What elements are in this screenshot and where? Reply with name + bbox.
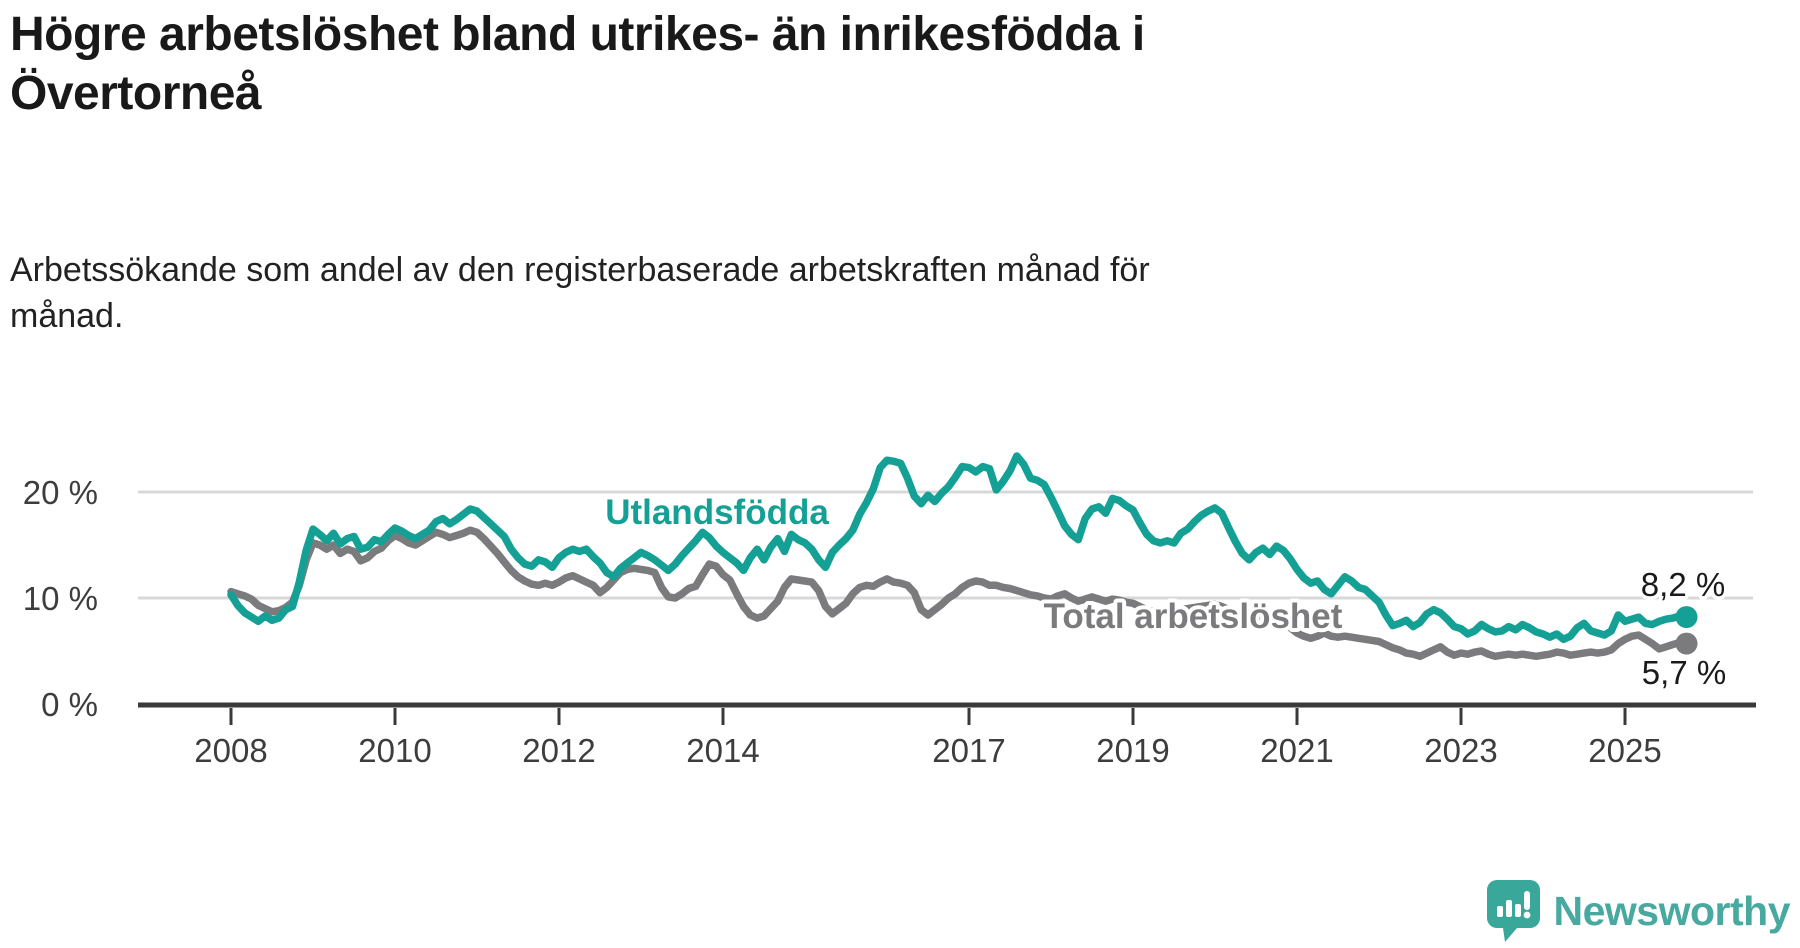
- logo-exclamation-bar: [1523, 891, 1530, 910]
- y-tick-label-10: 10 %: [23, 580, 98, 617]
- series-line-utlandsfodda: [227, 452, 1691, 644]
- y-tick-label-0: 0 %: [41, 686, 98, 723]
- end-dot-utlandsfodda: [1675, 606, 1698, 629]
- x-tick-label-2019: 2019: [1096, 732, 1169, 769]
- x-tick-label-2025: 2025: [1588, 732, 1661, 769]
- newsworthy-logo-icon: [1486, 880, 1540, 942]
- end-value-label-total: 5,7 %: [1642, 654, 1726, 691]
- page-subtitle: Arbetssökande som andel av den registerb…: [10, 251, 1150, 335]
- x-tick-label-2012: 2012: [522, 732, 595, 769]
- page-title: Högre arbetslöshet bland utrikes- än inr…: [10, 8, 1145, 120]
- newsworthy-logo: Newsworthy: [1486, 880, 1791, 942]
- newsworthy-brand-text: Newsworthy: [1553, 887, 1791, 934]
- end-dot-total: [1675, 632, 1698, 655]
- x-tick-label-2017: 2017: [932, 732, 1005, 769]
- end-value-label-utlandsfodda: 8,2 %: [1641, 566, 1725, 603]
- logo-exclamation-dot: [1523, 911, 1530, 919]
- y-tick-label-20: 20 %: [23, 474, 98, 511]
- logo-bar-3: [1514, 904, 1521, 917]
- x-tick-label-2021: 2021: [1260, 732, 1333, 769]
- x-tick-label-2023: 2023: [1424, 732, 1497, 769]
- x-tick-label-2008: 2008: [194, 732, 267, 769]
- logo-bar-1: [1496, 906, 1503, 917]
- x-tick-label-2014: 2014: [686, 732, 759, 769]
- x-tick-label-2010: 2010: [358, 732, 431, 769]
- series-inline-label-total: Total arbetslöshet: [1044, 597, 1343, 636]
- series-inline-label-utlandsfodda: Utlandsfödda: [605, 493, 829, 532]
- logo-bar-2: [1505, 900, 1512, 917]
- series-line-total: [227, 526, 1691, 661]
